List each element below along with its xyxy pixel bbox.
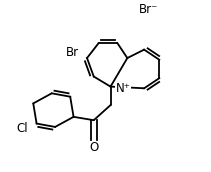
Text: N⁺: N⁺ [116,82,130,95]
Text: O: O [89,141,98,154]
Text: Br⁻: Br⁻ [139,3,158,16]
Text: Br: Br [65,46,79,60]
Text: Cl: Cl [17,122,28,135]
